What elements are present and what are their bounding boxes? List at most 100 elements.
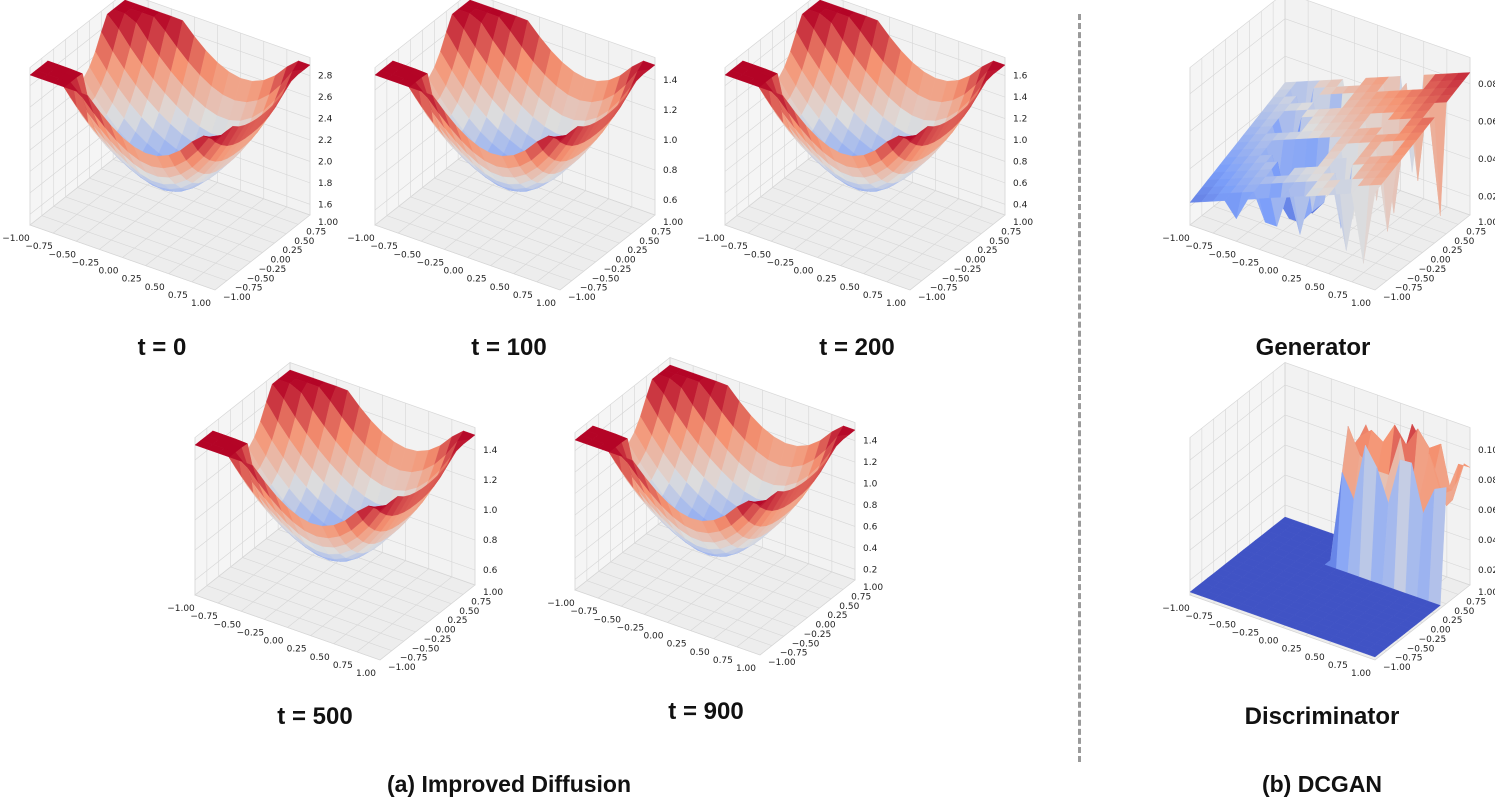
group-label-improved-diffusion: (a) Improved Diffusion [386, 771, 632, 797]
y-tick-label: −0.25 [954, 265, 982, 275]
z-tick-label: 0.6 [1013, 179, 1028, 189]
x-tick-label: 0.25 [467, 275, 487, 285]
y-tick-label: −1.00 [918, 293, 946, 303]
y-tick-label: 0.00 [271, 256, 291, 266]
x-tick-label: 0.25 [287, 645, 307, 655]
z-tick-label: 0.04 [1478, 536, 1495, 546]
panel-title-t0: t = 0 [137, 334, 187, 361]
surface [574, 364, 856, 557]
y-tick-label: 0.50 [989, 237, 1009, 247]
z-tick-label: 2.4 [318, 115, 333, 125]
x-tick-label: 0.00 [1258, 267, 1278, 277]
z-tick-label: 0.8 [663, 166, 678, 176]
tick-labels: −1.00−0.75−0.50−0.250.000.250.500.751.00… [1162, 80, 1495, 309]
y-tick-label: 1.00 [483, 588, 503, 598]
y-tick-label: −1.00 [388, 663, 416, 673]
y-tick-label: 0.75 [1466, 597, 1486, 607]
y-tick-label: −0.25 [424, 635, 452, 645]
y-tick-label: −0.25 [804, 630, 832, 640]
z-tick-label: 1.0 [483, 506, 498, 516]
chart-t100: −1.00 −0.75 −0.50 −0.25 0.00 0.25 0.50 0.75 1.00… [345, 0, 683, 320]
panel-title-generator: Generator [1255, 334, 1371, 361]
tick-labels: −1.00−0.75−0.50−0.250.000.250.500.751.00… [1162, 446, 1495, 679]
y-tick-label: 0.25 [447, 616, 467, 626]
y-tick-label: −0.50 [1407, 274, 1435, 284]
z-tick-label: 0.08 [1478, 80, 1495, 90]
z-tick-label: 1.4 [1013, 93, 1028, 103]
x-tick-label: 0.50 [145, 283, 165, 293]
y-tick-label: −0.50 [592, 274, 620, 284]
tick-labels: −1.00−0.75−0.50−0.250.000.250.500.751.00… [347, 76, 683, 309]
y-tick-label: 0.50 [459, 607, 479, 617]
z-tick-label: 1.4 [483, 446, 498, 456]
x-tick-label: 0.00 [1258, 637, 1278, 647]
x-tick-label: 0.50 [1305, 653, 1325, 663]
x-tick-label: 0.00 [98, 267, 118, 277]
z-tick-label: 0.8 [1013, 157, 1028, 167]
chart-t0: −1.00 −0.75 −0.50 −0.25 0.00 0.25 0.50 0.75 1.00… [0, 0, 338, 320]
x-tick-label: 1.00 [886, 299, 906, 309]
x-tick-label: 0.25 [1282, 645, 1302, 655]
y-tick-label: 0.00 [436, 626, 456, 636]
z-tick-label: 1.0 [663, 136, 678, 146]
z-tick-label: 0.4 [1013, 200, 1028, 210]
z-tick-label: 1.8 [318, 179, 333, 189]
x-tick-label: −0.25 [1232, 258, 1260, 268]
x-tick-label: 0.75 [333, 661, 353, 671]
y-tick-label: −0.75 [930, 284, 958, 294]
panel-title-discriminator: Discriminator [1244, 703, 1400, 730]
tick-labels: −1.00−0.75−0.50−0.250.000.250.500.751.00… [697, 72, 1033, 309]
x-tick-label: −0.25 [72, 258, 100, 268]
y-tick-label: 0.50 [839, 602, 859, 612]
y-tick-label: −0.75 [780, 649, 808, 659]
x-tick-label: 0.25 [667, 640, 687, 650]
z-tick-label: 1.0 [863, 480, 878, 490]
z-tick-label: 0.2 [863, 565, 877, 575]
z-tick-label: 2.2 [318, 136, 332, 146]
y-tick-label: −0.75 [1395, 654, 1423, 664]
x-tick-label: 0.75 [713, 656, 733, 666]
x-tick-label: 0.50 [690, 648, 710, 658]
x-tick-label: 1.00 [1351, 299, 1371, 309]
z-tick-label: 2.0 [318, 157, 333, 167]
dashed-divider [1078, 14, 1081, 762]
x-tick-label: 0.50 [1305, 283, 1325, 293]
panel-title-t200: t = 200 [819, 334, 895, 361]
y-tick-label: 0.50 [1454, 237, 1474, 247]
x-tick-label: 1.00 [736, 664, 756, 674]
x-tick-label: 0.00 [793, 267, 813, 277]
z-tick-label: 0.04 [1478, 155, 1495, 165]
z-tick-label: 0.02 [1478, 566, 1495, 576]
x-tick-label: −1.00 [547, 599, 575, 609]
x-tick-label: −0.50 [1208, 250, 1236, 260]
y-tick-label: −1.00 [1383, 663, 1411, 673]
z-tick-label: 1.2 [483, 476, 497, 486]
y-tick-label: 0.00 [1431, 626, 1451, 636]
chart-discriminator: −1.00 −0.75 −0.50 −0.25 0.00 0.25 0.50 0.75 1.00… [1160, 361, 1495, 690]
chart-t900: −1.00 −0.75 −0.50 −0.25 0.00 0.25 0.50 0.75 1.00… [545, 356, 883, 685]
x-tick-label: 1.00 [1351, 669, 1371, 679]
panel-title-t500: t = 500 [277, 703, 353, 730]
y-tick-label: −0.75 [1395, 284, 1423, 294]
x-tick-label: 0.75 [513, 291, 533, 301]
x-tick-label: −0.75 [370, 242, 398, 252]
y-tick-label: −0.25 [1419, 265, 1447, 275]
x-tick-label: −0.75 [190, 612, 218, 622]
x-tick-label: −1.00 [167, 604, 195, 614]
tick-labels: −1.00−0.75−0.50−0.250.000.250.500.751.00… [547, 437, 883, 674]
y-tick-label: −0.50 [1407, 644, 1435, 654]
y-tick-label: 0.25 [627, 246, 647, 256]
x-tick-label: 0.75 [863, 291, 883, 301]
z-tick-label: 0.06 [1478, 506, 1495, 516]
y-tick-label: 1.00 [1478, 218, 1495, 228]
y-tick-label: −0.50 [942, 274, 970, 284]
x-tick-label: 0.25 [122, 275, 142, 285]
y-tick-label: −1.00 [223, 293, 251, 303]
y-tick-label: 0.75 [1001, 227, 1021, 237]
y-tick-label: −0.25 [604, 265, 632, 275]
y-tick-label: 0.00 [816, 621, 836, 631]
x-tick-label: −0.75 [720, 242, 748, 252]
y-tick-label: 0.75 [851, 592, 871, 602]
y-tick-label: 1.00 [1478, 588, 1495, 598]
z-tick-label: 1.4 [863, 437, 878, 447]
